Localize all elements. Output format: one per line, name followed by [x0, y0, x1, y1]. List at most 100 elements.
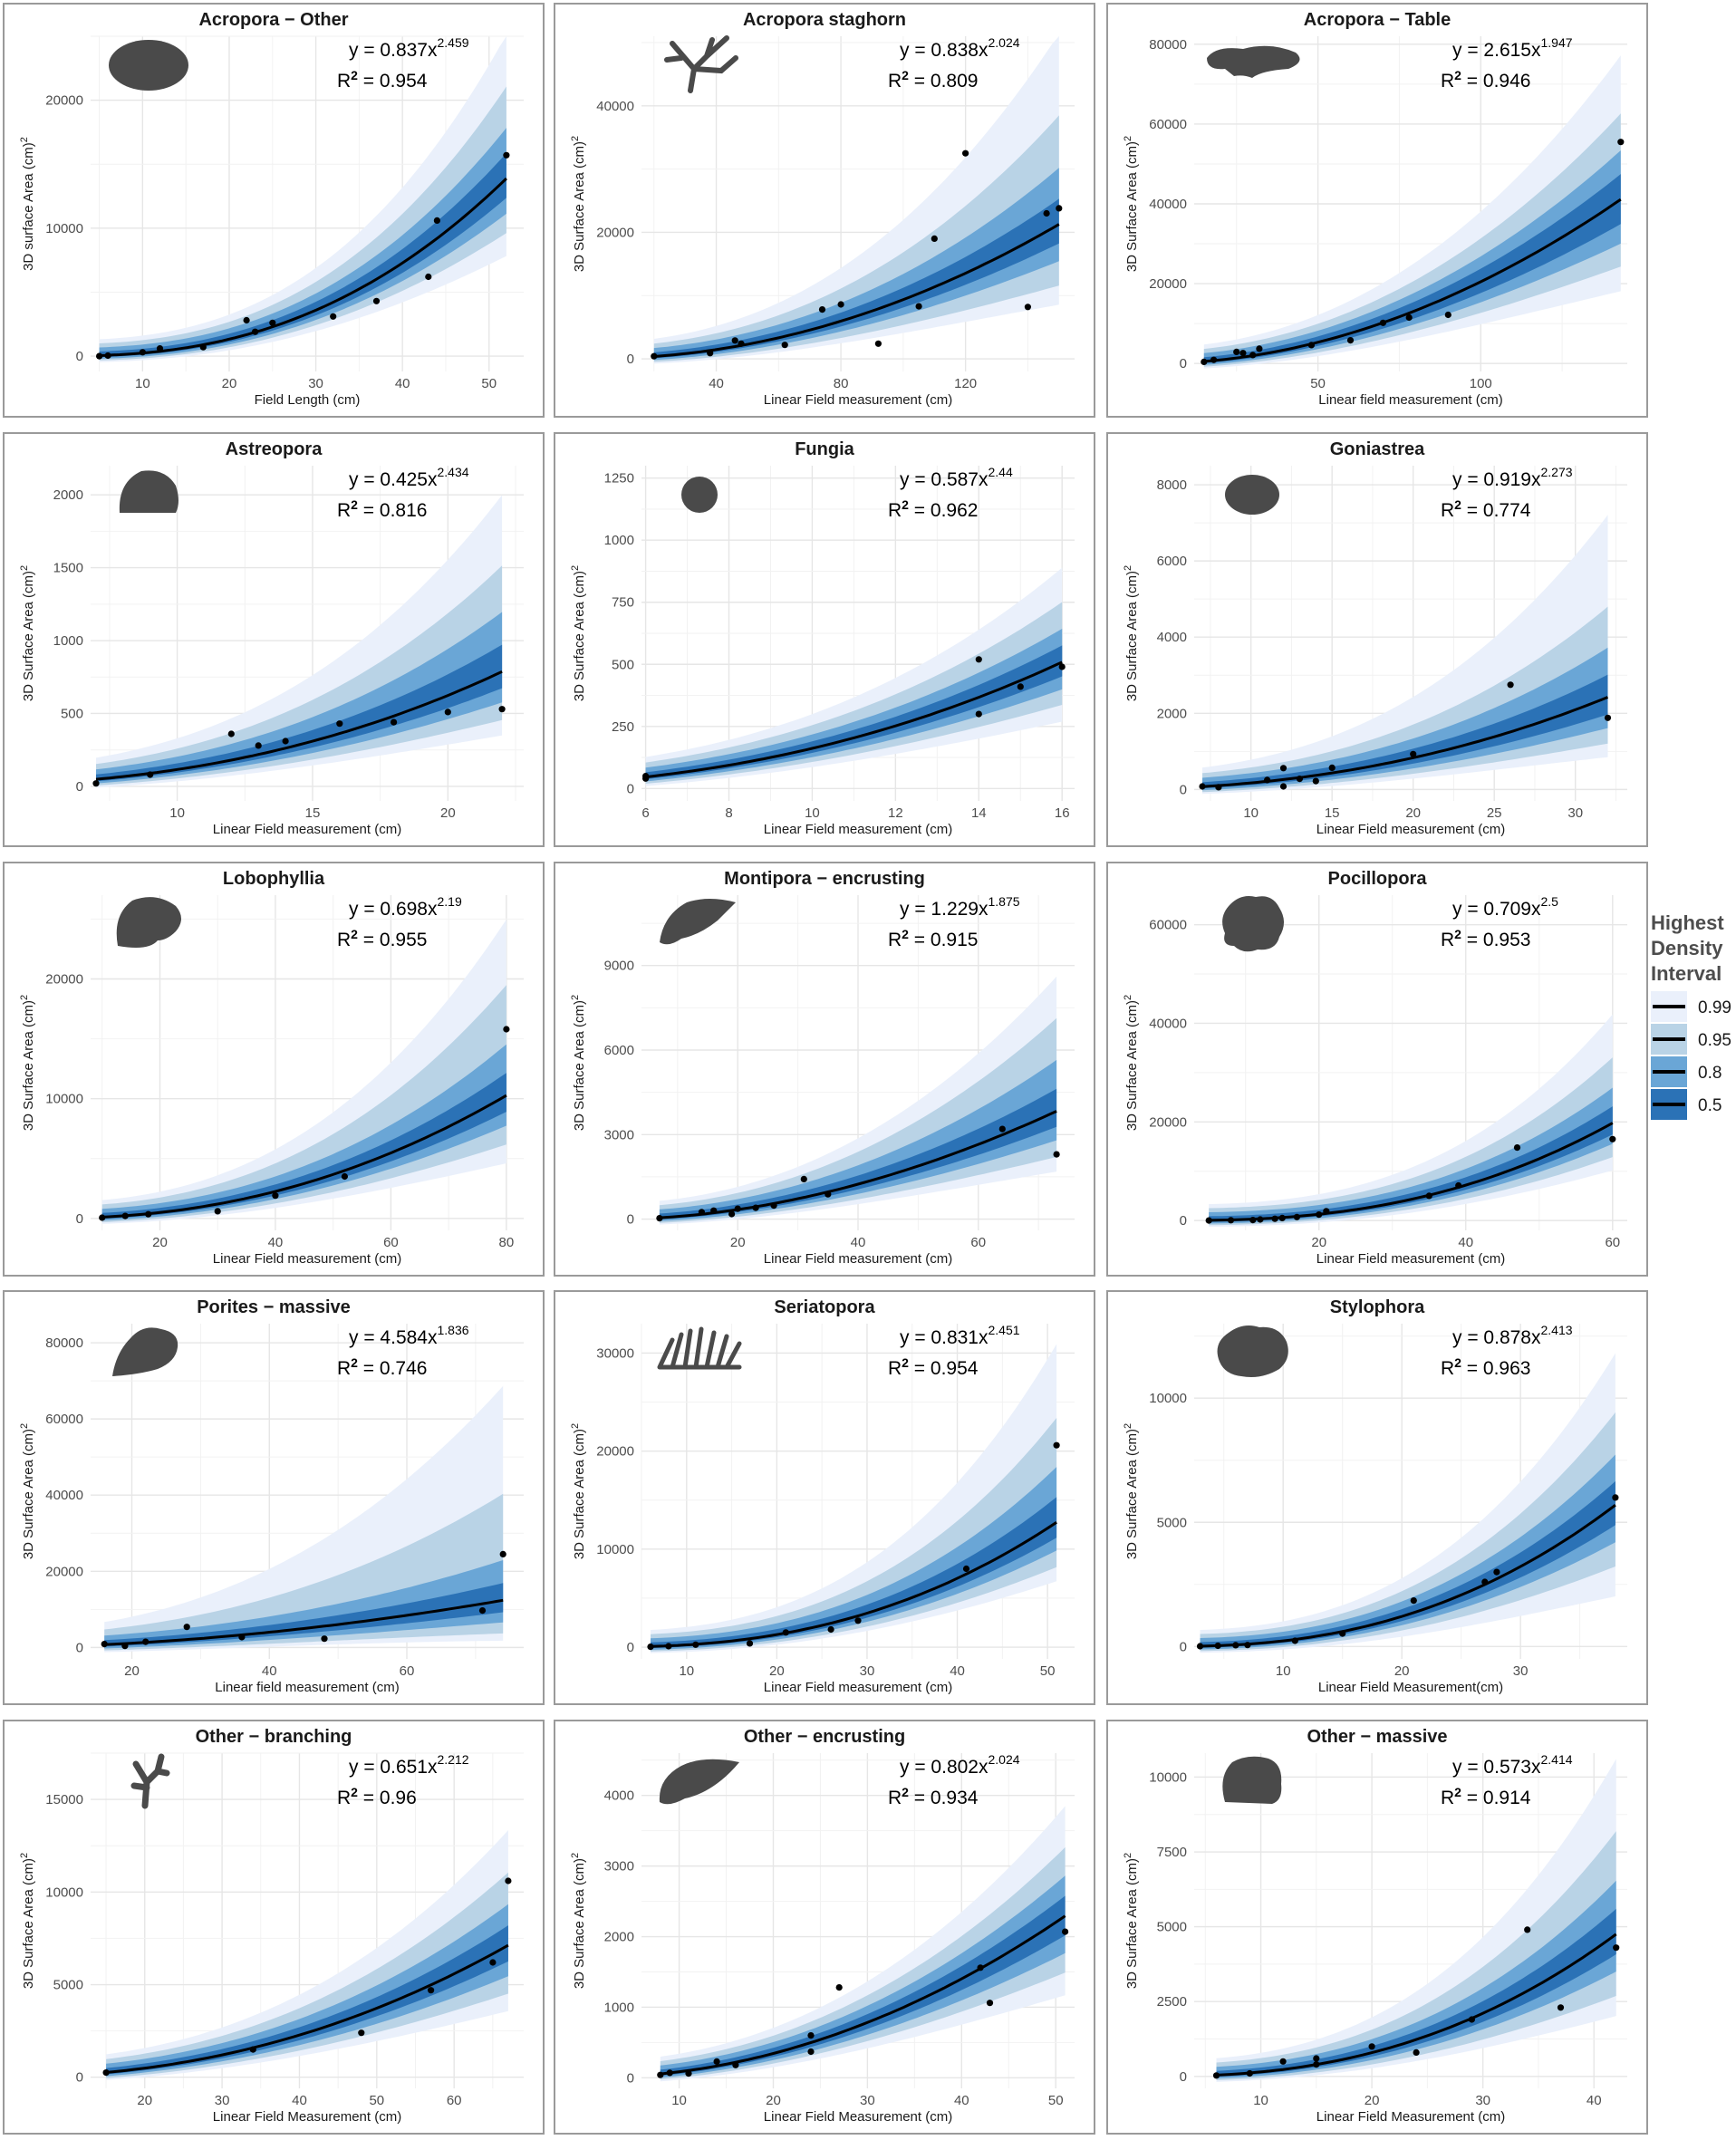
data-point — [1264, 776, 1271, 784]
data-point — [1053, 1151, 1060, 1158]
equation-exponent: 2.5 — [1540, 894, 1558, 909]
data-point — [962, 1565, 970, 1573]
chart-panel: 10 20 30 40 0 2500 5000 7500 10000 Linear Field M… — [1106, 1720, 1648, 2135]
r-squared: R2 = 0.816 — [337, 497, 427, 521]
data-point — [770, 1202, 777, 1210]
x-tick-label: 14 — [971, 805, 987, 821]
x-tick-label: 40 — [262, 1663, 277, 1679]
r-squared-label: R — [337, 1788, 351, 1808]
panel-title: Fungia — [795, 439, 854, 459]
y-tick-label: 7500 — [1157, 1845, 1187, 1860]
y-tick-label: 0 — [76, 349, 83, 364]
equation-coef: y = 0.651x — [349, 1757, 438, 1778]
y-tick-label: 60000 — [45, 1412, 83, 1427]
data-point — [1199, 783, 1206, 790]
data-point — [1444, 311, 1451, 319]
y-axis-title: 3D Surface Area (cm)2 — [570, 1853, 587, 1989]
data-point — [782, 1629, 789, 1636]
data-points — [642, 656, 1066, 782]
y-tick-label: 0 — [627, 1212, 634, 1228]
x-axis-title: Linear Field measurement (cm) — [764, 392, 952, 408]
x-tick-label: 10 — [1253, 2093, 1268, 2108]
pocillopora-icon — [1222, 896, 1284, 952]
chart-panel: 10 20 30 0 5000 10000 Linear Field Measurement… — [1106, 1290, 1648, 1705]
r-squared-label: R — [1441, 71, 1454, 92]
data-point — [1368, 2043, 1375, 2050]
data-point — [1256, 345, 1263, 352]
chart-panel: 20 30 40 50 60 0 5000 10000 15000 Linear Field Me… — [3, 1720, 545, 2135]
data-point — [227, 730, 235, 737]
legend-label: 0.5 — [1698, 1096, 1722, 1115]
x-tick-label: 120 — [954, 376, 977, 391]
r-squared-value: = 0.914 — [1461, 1788, 1531, 1808]
data-point — [498, 706, 506, 713]
fit-line — [1200, 1503, 1616, 1648]
data-point — [752, 1204, 759, 1211]
fit-equation: y = 0.802x2.024 — [900, 1752, 1020, 1778]
data-point — [391, 718, 398, 726]
data-points — [1196, 1494, 1619, 1650]
x-tick-label: 40 — [1458, 1235, 1473, 1250]
data-point — [183, 1624, 190, 1631]
data-point — [255, 742, 262, 749]
r-squared: R2 = 0.955 — [337, 927, 427, 950]
data-point — [1043, 209, 1050, 217]
x-tick-label: 20 — [152, 1235, 168, 1250]
data-point — [731, 337, 738, 344]
data-point — [931, 235, 938, 242]
data-point — [1425, 1192, 1432, 1200]
y-axis-title-sup: 2 — [19, 565, 30, 571]
r-squared-value: = 0.963 — [1461, 1358, 1530, 1379]
equation-coef: y = 0.425x — [349, 469, 438, 490]
panel-title: Acropora staghorn — [743, 10, 906, 30]
data-point — [1293, 1213, 1300, 1220]
x-tick-label: 10 — [169, 805, 185, 821]
x-tick-label: 50 — [481, 376, 497, 391]
x-tick-label: 100 — [1470, 376, 1492, 391]
data-point — [372, 297, 381, 304]
equation-exponent: 1.836 — [437, 1323, 468, 1337]
y-tick-label: 6000 — [1157, 554, 1187, 569]
r-squared-sup: 2 — [1454, 1355, 1461, 1370]
x-tick-label: 40 — [1587, 2093, 1602, 2108]
data-point — [96, 352, 103, 360]
data-point — [1455, 1181, 1462, 1190]
r-squared-label: R — [1441, 500, 1454, 521]
data-point — [425, 273, 432, 281]
x-tick-label: 20 — [137, 2093, 152, 2108]
y-tick-label: 0 — [1180, 356, 1187, 371]
chart-panel: 10 15 20 0 500 1000 1500 2000 Linear Field measu… — [3, 432, 545, 847]
data-point — [807, 2032, 815, 2039]
hdi-band-0.5 — [1216, 1908, 1616, 2077]
data-point — [1053, 1441, 1060, 1449]
data-point — [1232, 1642, 1239, 1649]
x-axis-title: Linear Field measurement (cm) — [764, 1680, 952, 1695]
data-point — [738, 340, 745, 347]
data-points — [92, 706, 506, 787]
data-point — [269, 319, 276, 326]
fit-equation: y = 2.615x1.947 — [1452, 35, 1573, 61]
x-tick-label: 30 — [1475, 2093, 1490, 2108]
acropora-other-icon — [109, 40, 188, 91]
fit-equation: y = 1.229x1.875 — [900, 894, 1020, 920]
y-tick-label: 15000 — [45, 1792, 83, 1807]
x-tick-label: 60 — [400, 1663, 415, 1679]
data-point — [101, 1641, 108, 1648]
data-points — [102, 1877, 512, 2077]
data-point — [837, 301, 844, 308]
y-tick-label: 4000 — [1157, 630, 1187, 645]
y-axis-title-sup: 2 — [1123, 565, 1133, 571]
r-squared-label: R — [888, 71, 902, 92]
data-point — [99, 1214, 106, 1221]
fit-line — [99, 177, 507, 357]
data-point — [121, 1212, 129, 1219]
x-axis-title: Linear Field measurement (cm) — [764, 822, 952, 837]
data-point — [1246, 2069, 1253, 2077]
data-points — [1201, 139, 1625, 365]
data-point — [998, 1125, 1006, 1133]
data-point — [732, 2061, 739, 2068]
legend-title-line: Highest — [1651, 911, 1724, 934]
data-point — [1313, 2055, 1320, 2062]
x-tick-label: 40 — [950, 1663, 965, 1679]
